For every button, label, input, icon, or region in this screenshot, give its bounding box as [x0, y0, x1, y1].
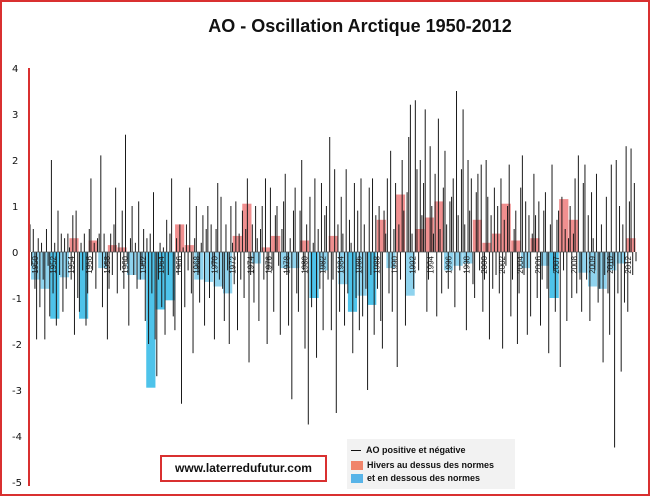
winter-bar — [69, 238, 79, 252]
x-tick-label: 1990 — [390, 255, 399, 273]
winter-bar — [597, 252, 607, 289]
winter-bar — [107, 245, 118, 252]
chart-title: AO - Oscillation Arctique 1950-2012 — [208, 16, 511, 36]
winter-bar — [434, 201, 444, 252]
source-link[interactable]: www.laterredufutur.com — [160, 455, 327, 482]
x-tick-label: 1960 — [121, 255, 130, 273]
x-tick-label: 1988 — [372, 255, 381, 273]
winter-bar — [472, 219, 482, 252]
y-tick-label: -3 — [12, 386, 22, 397]
x-tick-label: 2012 — [624, 255, 633, 273]
winter-bar — [299, 240, 310, 252]
legend: AO positive et négative Hivers au dessus… — [347, 439, 515, 489]
winter-bar — [491, 233, 502, 252]
y-tick-label: 3 — [12, 110, 18, 121]
winter-bar — [155, 252, 166, 310]
winter-bar — [79, 252, 89, 319]
winter-bar — [136, 252, 146, 280]
legend-item-winter: Hivers au dessus des normes — [351, 460, 494, 470]
legend-line-label: AO positive et négative — [366, 445, 466, 455]
x-tick-label: 1966 — [175, 255, 184, 273]
y-tick-label: -1 — [12, 294, 22, 305]
winter-bar — [405, 252, 415, 296]
legend-red-swatch — [351, 461, 363, 470]
winter-bar — [213, 252, 223, 287]
winter-bar — [223, 252, 233, 294]
x-tick-label: 2009 — [588, 255, 597, 273]
x-tick-labels: 1950195219541956195819601962196419661968… — [31, 255, 633, 273]
winter-bar — [549, 252, 559, 298]
winter-bar — [309, 252, 319, 298]
winter-bar — [88, 240, 98, 252]
winter-bar — [395, 194, 406, 252]
y-tick-label: 1 — [12, 202, 18, 213]
winter-bar — [127, 252, 137, 275]
legend-winter-label-1: Hivers au dessus des normes — [367, 460, 495, 470]
monthly-lines — [29, 91, 637, 448]
winter-bar — [587, 252, 598, 287]
x-tick-label: 1956 — [85, 255, 94, 273]
winter-bar — [338, 252, 348, 285]
y-tick-label: 4 — [12, 64, 18, 75]
x-tick-label: 2010 — [606, 255, 615, 273]
winter-bar — [165, 252, 175, 301]
x-tick-label: 1970 — [211, 255, 220, 273]
y-tick-label: 2 — [12, 156, 18, 167]
winter-bar — [482, 242, 492, 252]
x-tick-label: 1984 — [337, 255, 346, 273]
x-tick-label: 1950 — [31, 255, 40, 273]
winter-bar — [520, 252, 530, 269]
y-tick-label: -5 — [12, 478, 22, 489]
y-tick-labels: 4 3 2 1 0 -1 -2 -3 -4 -5 — [12, 64, 22, 489]
winter-bar — [328, 235, 338, 252]
winter-bar — [261, 247, 271, 252]
winter-bars — [31, 194, 636, 388]
legend-item-winter-below: et en dessous des normes — [351, 473, 480, 483]
winter-bar — [463, 252, 473, 264]
y-tick-label: -2 — [12, 340, 22, 351]
winter-bar — [539, 252, 550, 266]
x-tick-label: 2007 — [552, 255, 561, 273]
x-tick-label: 1992 — [408, 255, 417, 273]
winter-bar — [232, 235, 242, 252]
winter-bar — [424, 217, 434, 252]
winter-bar — [194, 252, 204, 280]
winter-bar — [386, 252, 396, 269]
winter-bar — [415, 229, 425, 252]
winter-bar — [290, 252, 300, 269]
winter-bar — [501, 203, 511, 252]
winter-bar — [50, 252, 60, 319]
x-tick-label: 1968 — [193, 255, 202, 273]
x-tick-label: 2008 — [570, 255, 579, 273]
winter-bar — [530, 238, 540, 252]
winter-bar — [146, 252, 156, 388]
x-tick-label: 1994 — [426, 255, 435, 273]
legend-line-swatch — [351, 450, 361, 451]
winter-bar — [607, 252, 617, 271]
x-tick-label: 1996 — [444, 255, 453, 273]
y-tick-label: 0 — [12, 248, 18, 259]
legend-winter-label-2: et en dessous des normes — [367, 473, 481, 483]
legend-blue-swatch — [351, 474, 363, 483]
winter-bar — [367, 252, 377, 305]
winter-bar — [578, 252, 588, 273]
winter-bar — [31, 252, 41, 280]
x-tick-label: 2006 — [534, 255, 543, 273]
x-tick-label: 1962 — [139, 255, 148, 273]
y-tick-label: -4 — [12, 432, 22, 443]
winter-bar — [319, 252, 329, 271]
winter-bar — [59, 252, 70, 278]
legend-item-line: AO positive et négative — [351, 445, 466, 455]
winter-bar — [559, 199, 569, 252]
winter-bar — [376, 219, 386, 252]
x-tick-label: 1972 — [229, 255, 238, 273]
winter-bar — [357, 252, 367, 296]
winter-bar — [251, 252, 262, 264]
x-tick-label: 2004 — [516, 255, 525, 273]
winter-bar — [203, 252, 214, 282]
winter-bar — [280, 252, 290, 269]
winter-bar — [453, 252, 463, 266]
